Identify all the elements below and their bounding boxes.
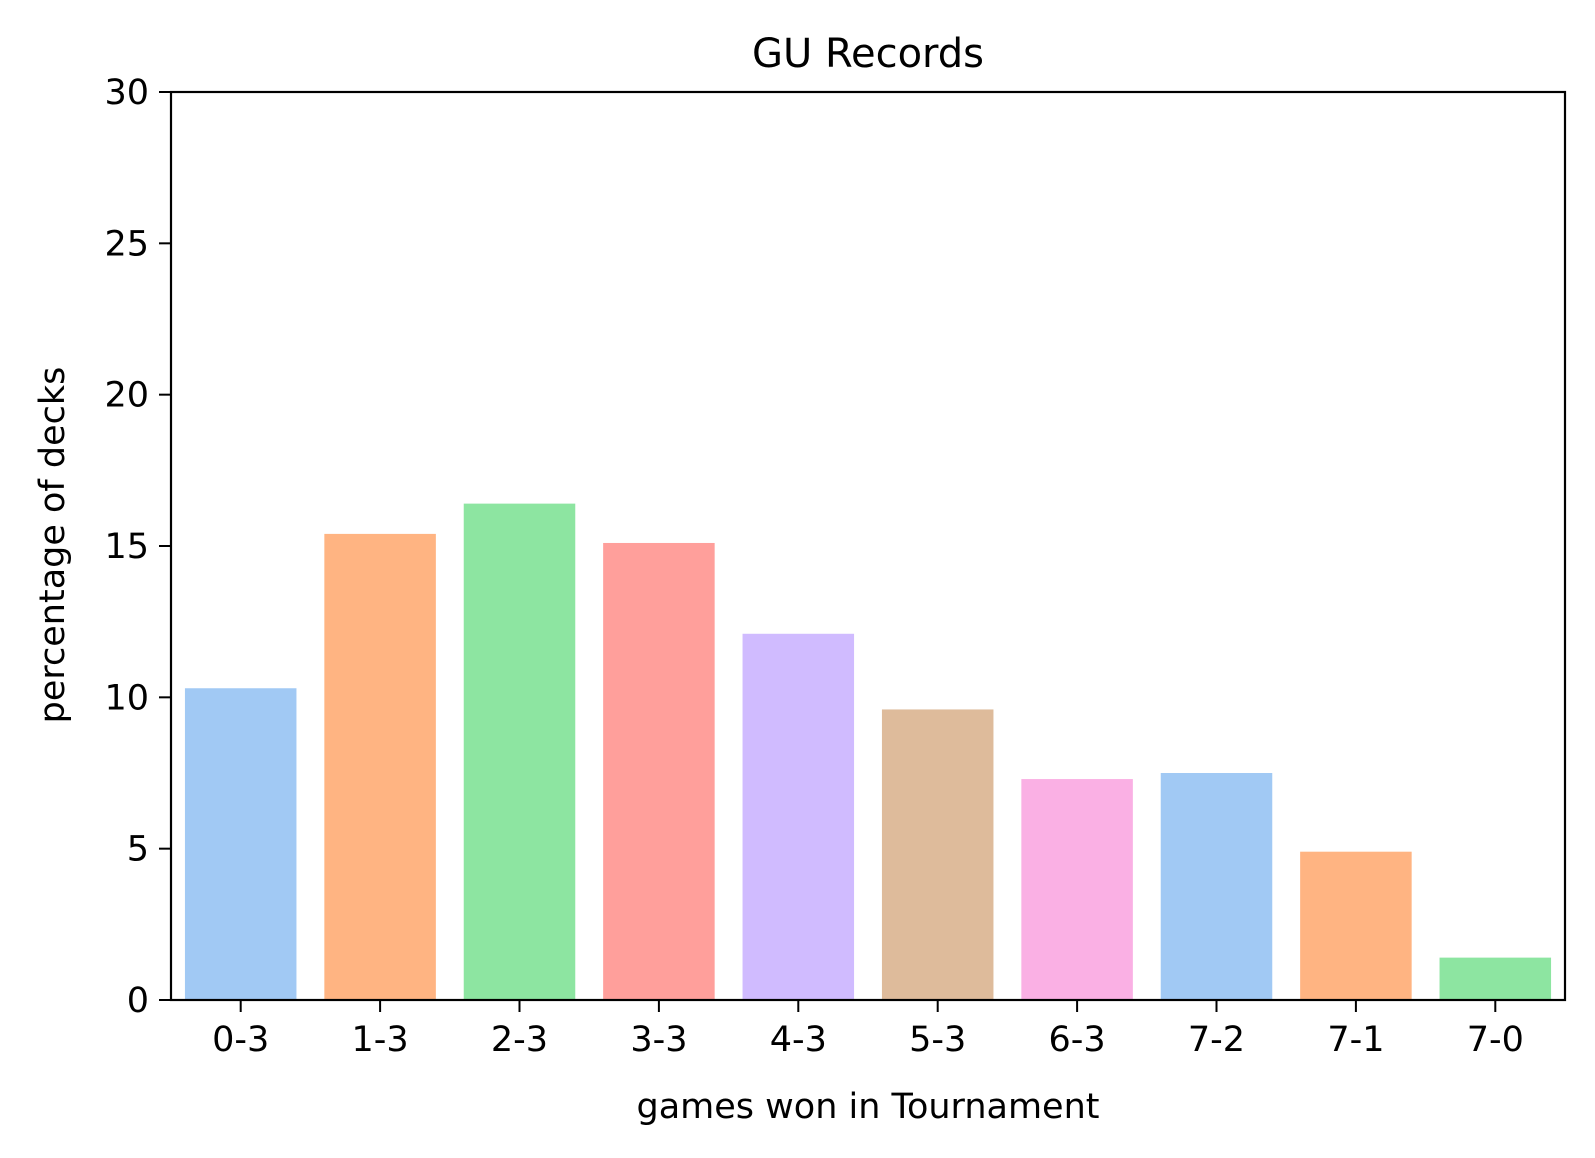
bar-1-3 bbox=[324, 533, 436, 1000]
x-axis-label: games won in Tournament bbox=[637, 1087, 1100, 1127]
x-axis-ticks: 0-3 1-3 2-3 3-3 4-3 5-3 6-3 7-2 7-1 7-0 bbox=[212, 1000, 1524, 1060]
x-tick-label: 2-3 bbox=[491, 1020, 548, 1060]
bar-4-3 bbox=[742, 633, 855, 1000]
x-tick-label: 5-3 bbox=[909, 1020, 966, 1060]
chart-title: GU Records bbox=[752, 31, 984, 77]
y-tick-label: 20 bbox=[104, 376, 149, 416]
bar-7-0 bbox=[1439, 957, 1552, 1000]
y-tick-label: 10 bbox=[104, 678, 149, 718]
x-tick-label: 1-3 bbox=[352, 1020, 409, 1060]
bar-7-1 bbox=[1300, 851, 1412, 1000]
y-axis-ticks: 0 5 10 15 20 25 30 bbox=[104, 73, 171, 1021]
bars-group bbox=[184, 503, 1552, 1000]
x-tick-label: 7-2 bbox=[1188, 1020, 1245, 1060]
bar-0-3 bbox=[184, 688, 297, 1000]
y-tick-label: 30 bbox=[104, 73, 149, 113]
y-tick-label: 15 bbox=[104, 527, 149, 567]
x-tick-label: 4-3 bbox=[770, 1020, 827, 1060]
bar-6-3 bbox=[1021, 779, 1133, 1000]
x-tick-label: 7-1 bbox=[1327, 1020, 1384, 1060]
x-tick-label: 3-3 bbox=[630, 1020, 687, 1060]
bar-3-3 bbox=[603, 542, 715, 1000]
x-tick-label: 7-0 bbox=[1467, 1020, 1524, 1060]
x-tick-label: 6-3 bbox=[1049, 1020, 1106, 1060]
y-axis-label: percentage of decks bbox=[33, 367, 73, 724]
y-tick-label: 0 bbox=[127, 981, 149, 1021]
x-tick-label: 0-3 bbox=[212, 1020, 269, 1060]
y-tick-label: 25 bbox=[104, 224, 149, 264]
y-tick-label: 5 bbox=[127, 830, 149, 870]
bar-5-3 bbox=[881, 709, 994, 1000]
bar-7-2 bbox=[1160, 773, 1273, 1000]
bar-2-3 bbox=[463, 503, 576, 1000]
plot-frame bbox=[169, 90, 1567, 1002]
